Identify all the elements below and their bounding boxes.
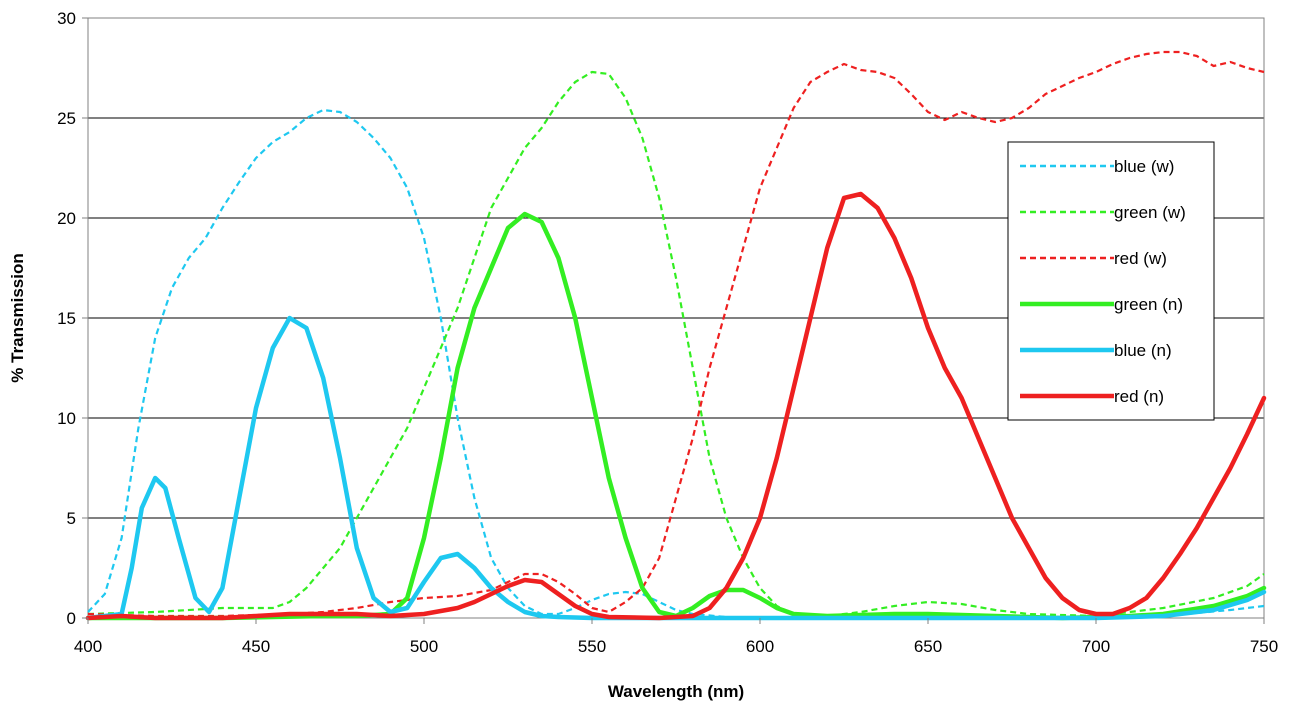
legend-label: red (n) [1114,387,1164,406]
legend-label: green (n) [1114,295,1183,314]
legend: blue (w) green (w) red (w) green (n) blue (n… [1007,141,1215,421]
x-axis-title: Wavelength (nm) [608,682,744,701]
x-axis: 400 450 500 550 600 650 700 750 [74,618,1278,656]
x-tick-label: 400 [74,637,102,656]
x-tick-label: 750 [1250,637,1278,656]
series-line-green-w [87,70,1265,618]
x-tick-label: 450 [242,637,270,656]
y-axis: 0 5 10 15 20 25 30 [57,9,88,628]
y-tick-label: 15 [57,309,76,328]
legend-box [1007,141,1215,421]
legend-label: red (w) [1114,249,1167,268]
y-tick-label: 30 [57,9,76,28]
series-line-red-n [85,191,1267,621]
legend-label: blue (n) [1114,341,1172,360]
y-tick-label: 20 [57,209,76,228]
y-axis-title: % Transmission [8,253,27,382]
series-line-green-n [85,211,1267,621]
y-tick-label: 5 [67,509,76,528]
x-tick-label: 600 [746,637,774,656]
legend-label: blue (w) [1114,157,1174,176]
y-tick-label: 25 [57,109,76,128]
series-line-blue-n [85,315,1267,621]
series-line-red-w [87,50,1265,618]
x-tick-label: 650 [914,637,942,656]
legend-label: green (w) [1114,203,1186,222]
x-tick-label: 550 [578,637,606,656]
series-layer [85,50,1267,621]
x-tick-label: 500 [410,637,438,656]
y-tick-label: 0 [67,609,76,628]
series-line-blue-w [87,108,1265,620]
y-tick-label: 10 [57,409,76,428]
x-tick-label: 700 [1082,637,1110,656]
